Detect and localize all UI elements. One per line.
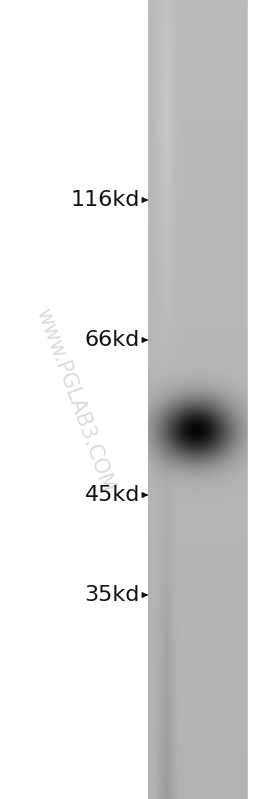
Text: 35kd: 35kd <box>85 585 140 605</box>
Text: 45kd: 45kd <box>85 485 140 505</box>
Bar <box>248 0 280 799</box>
Text: 116kd: 116kd <box>71 190 140 210</box>
Text: www.PGLAB3.COM: www.PGLAB3.COM <box>32 305 118 495</box>
Text: 66kd: 66kd <box>85 330 140 350</box>
